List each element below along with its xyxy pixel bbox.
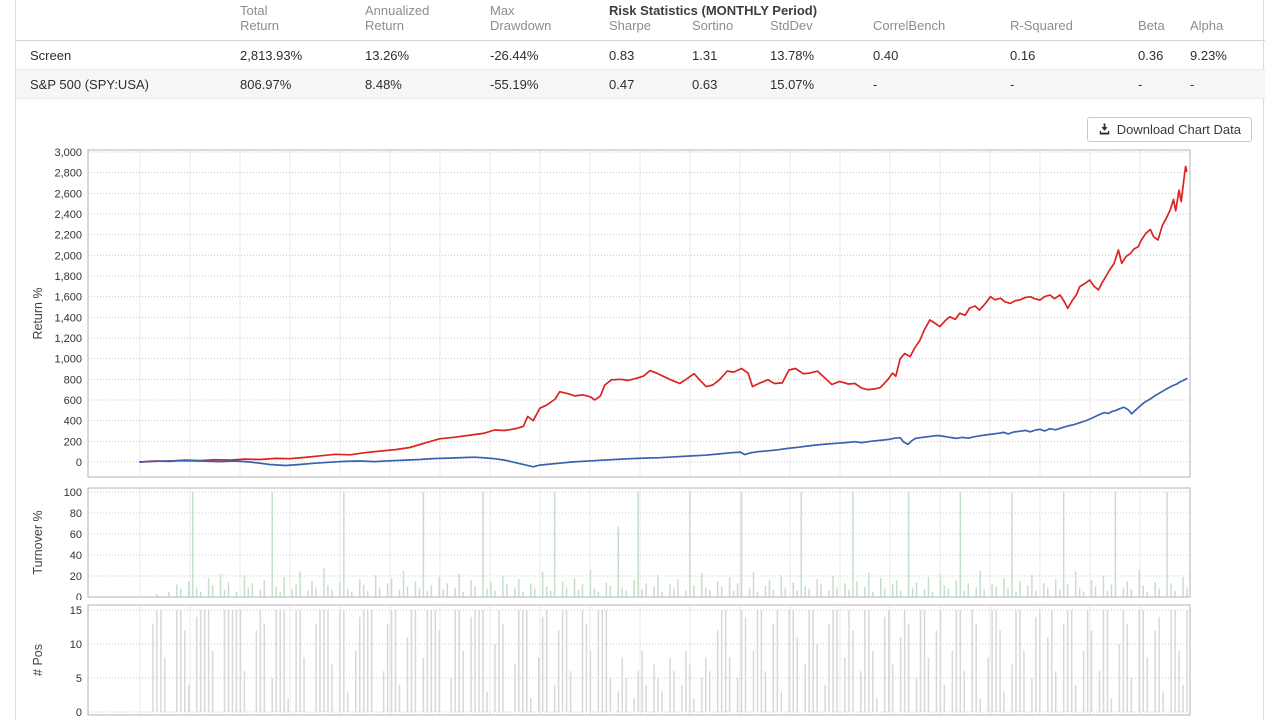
y-axis-label: Turnover % — [31, 510, 45, 574]
col-header-sharpe: Sharpe — [609, 18, 651, 33]
benchmark-beta: - — [1138, 69, 1190, 99]
turnover-bars — [156, 492, 1188, 597]
y-tick-label: 100 — [64, 487, 82, 499]
series-screen — [138, 165, 1188, 463]
screen-alpha: 9.23% — [1190, 40, 1266, 70]
y-tick-label: 60 — [70, 529, 82, 541]
y-tick-label: 1,200 — [54, 333, 82, 345]
y-tick-label: 800 — [64, 374, 82, 386]
y-tick-label: 2,000 — [54, 250, 82, 262]
benchmark-sharpe: 0.47 — [609, 69, 692, 99]
plot-area — [87, 149, 1191, 478]
y-tick-label: 10 — [70, 639, 82, 651]
plot-area — [87, 487, 1191, 598]
benchmark-stddev: 15.07% — [770, 69, 873, 99]
y-tick-label: 40 — [70, 550, 82, 562]
download-icon — [1098, 123, 1111, 136]
screen-sortino: 1.31 — [692, 40, 770, 70]
y-tick-label: 0 — [76, 457, 82, 469]
positions-chart[interactable]: 0 5 10 15 # Pos — [16, 600, 1265, 720]
screen-correlbench: 0.40 — [873, 40, 1010, 70]
group-header-max: Max — [490, 2, 515, 18]
col-header-stddev: StdDev — [770, 18, 813, 33]
return-chart[interactable]: 0 200 400 600 800 1,000 1,200 1,400 1,600 1,800 2,… — [16, 145, 1265, 480]
y-axis-label: # Pos — [31, 644, 45, 676]
benchmark-correlbench: - — [873, 69, 1010, 99]
y-tick-label: 0 — [76, 592, 82, 600]
col-header-max-drawdown: Drawdown — [490, 18, 552, 33]
stats-table: Total Annualized Max Risk Statistics (MO… — [16, 0, 1266, 99]
row-label-benchmark: S&P 500 (SPY:USA) — [16, 69, 240, 99]
positions-bars — [152, 610, 1188, 712]
series-s-p-500-spy-usa- — [138, 377, 1188, 468]
col-header-total-return: Return — [240, 18, 280, 33]
y-tick-label: 2,600 — [54, 188, 82, 200]
screen-max-drawdown: -26.44% — [490, 40, 609, 70]
header-blank2 — [16, 18, 240, 41]
screen-sharpe: 0.83 — [609, 40, 692, 70]
benchmark-total-return: 806.97% — [240, 69, 365, 99]
y-tick-label: 1,800 — [54, 271, 82, 283]
y-tick-label: 1,600 — [54, 292, 82, 304]
table-row-screen: Screen 2,813.93% 13.26% -26.44% 0.83 1.3… — [16, 40, 1266, 70]
col-header-r-squared: R-Squared — [1010, 18, 1073, 33]
y-tick-label: 400 — [64, 416, 82, 428]
backtest-results-card: Total Annualized Max Risk Statistics (MO… — [15, 0, 1266, 720]
plot-area — [87, 604, 1191, 716]
benchmark-alpha: - — [1190, 69, 1266, 99]
group-header-annualized: Annualized — [365, 2, 430, 18]
table-row-benchmark: S&P 500 (SPY:USA) 806.97% 8.48% -55.19% … — [16, 69, 1266, 99]
benchmark-annualized-return: 8.48% — [365, 69, 490, 99]
col-header-annualized-return: Return — [365, 18, 405, 33]
screen-total-return: 2,813.93% — [240, 40, 365, 70]
header-blank — [16, 0, 240, 18]
download-chart-data-button[interactable]: Download Chart Data — [1086, 117, 1252, 142]
col-header-beta: Beta — [1138, 18, 1165, 33]
group-header-total: Total — [240, 2, 268, 18]
y-tick-label: 1,400 — [54, 312, 82, 324]
group-header-risk-statistics: Risk Statistics (MONTHLY Period) — [609, 2, 818, 18]
y-tick-label: 5 — [76, 673, 82, 685]
y-tick-label: 2,400 — [54, 209, 82, 221]
col-header-correlbench: CorrelBench — [873, 18, 946, 33]
y-tick-label: 15 — [70, 605, 82, 617]
benchmark-r-squared: - — [1010, 69, 1138, 99]
benchmark-max-drawdown: -55.19% — [490, 69, 609, 99]
y-tick-label: 200 — [64, 436, 82, 448]
turnover-chart[interactable]: 0 20 40 60 80 100 Turnover % — [16, 483, 1265, 600]
col-header-alpha: Alpha — [1190, 18, 1224, 33]
screen-beta: 0.36 — [1138, 40, 1190, 70]
y-tick-label: 1,000 — [54, 354, 82, 366]
download-button-label: Download Chart Data — [1116, 122, 1241, 137]
y-axis-label: Return % — [31, 287, 45, 339]
benchmark-sortino: 0.63 — [692, 69, 770, 99]
y-tick-label: 3,000 — [54, 147, 82, 159]
screen-stddev: 13.78% — [770, 40, 873, 70]
row-label-screen: Screen — [16, 40, 240, 70]
y-tick-label: 600 — [64, 395, 82, 407]
y-tick-label: 20 — [70, 571, 82, 583]
y-tick-label: 0 — [76, 707, 82, 719]
y-tick-label: 80 — [70, 508, 82, 520]
screen-r-squared: 0.16 — [1010, 40, 1138, 70]
y-tick-label: 2,800 — [54, 168, 82, 180]
col-header-sortino: Sortino — [692, 18, 734, 33]
y-tick-label: 2,200 — [54, 230, 82, 242]
screen-annualized-return: 13.26% — [365, 40, 490, 70]
